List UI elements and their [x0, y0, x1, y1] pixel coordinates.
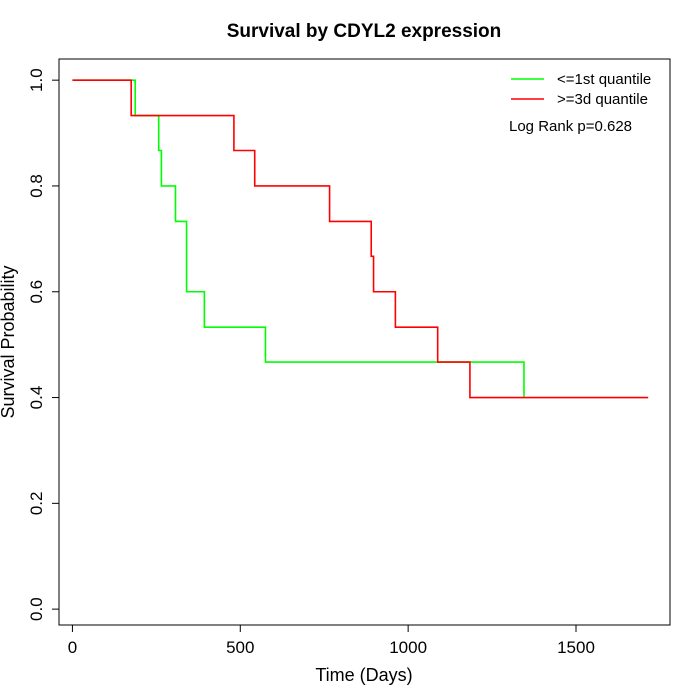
chart-title: Survival by CDYL2 expression: [227, 21, 502, 42]
y-tick-label: 0.0: [27, 597, 46, 621]
x-tick-label: 500: [226, 638, 254, 657]
legend-label-1: <=1st quantile: [557, 71, 651, 88]
y-tick-label: 0.4: [27, 386, 46, 410]
plot-frame: [58, 58, 671, 626]
y-axis: 0.0 0.2 0.4 0.6 0.8 1.0: [27, 68, 60, 621]
y-tick-label: 1.0: [27, 68, 46, 92]
y-axis-label: Survival Probability: [0, 265, 18, 418]
x-tick-label: 1500: [557, 638, 595, 657]
y-tick-label: 0.8: [27, 174, 46, 198]
survival-curve-2: [72, 79, 649, 399]
survival-curve-1: [72, 79, 525, 398]
x-axis: 0 500 1000 1500: [68, 624, 595, 657]
x-tick-label: 1000: [389, 638, 427, 657]
log-rank-annotation: Log Rank p=0.628: [509, 118, 632, 135]
y-tick-label: 0.2: [27, 492, 46, 516]
x-axis-label: Time (Days): [315, 665, 412, 685]
y-tick-label: 0.6: [27, 280, 46, 304]
series-layer: [72, 79, 649, 399]
x-tick-label: 0: [68, 638, 77, 657]
legend-label-2: >=3d quantile: [557, 91, 648, 108]
legend: <=1st quantile >=3d quantile: [511, 71, 651, 108]
